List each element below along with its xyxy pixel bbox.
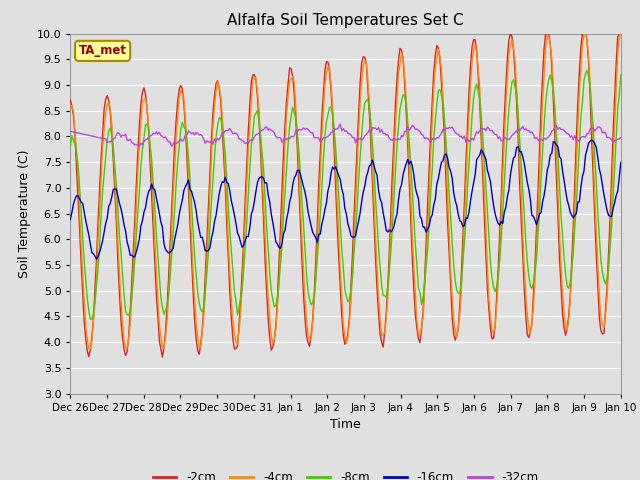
- Title: Alfalfa Soil Temperatures Set C: Alfalfa Soil Temperatures Set C: [227, 13, 464, 28]
- Y-axis label: Soil Temperature (C): Soil Temperature (C): [18, 149, 31, 278]
- Text: TA_met: TA_met: [79, 44, 127, 58]
- X-axis label: Time: Time: [330, 418, 361, 431]
- Legend: -2cm, -4cm, -8cm, -16cm, -32cm: -2cm, -4cm, -8cm, -16cm, -32cm: [148, 466, 543, 480]
